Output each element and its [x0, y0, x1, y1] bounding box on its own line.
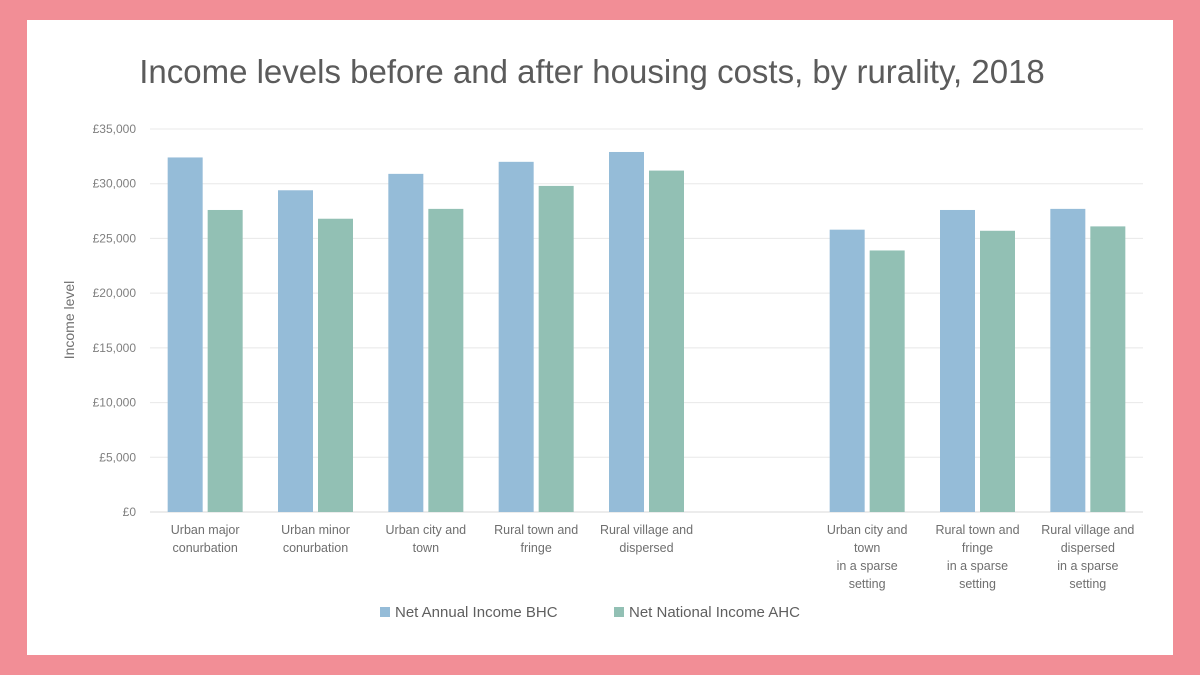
x-category-label: fringe: [962, 541, 993, 555]
bar-ahc: [649, 170, 684, 512]
x-category-label: Urban minor: [281, 523, 350, 537]
gridlines: [150, 128, 1143, 513]
legend: Net Annual Income BHC Net National Income…: [380, 604, 800, 621]
y-tick-label: £20,000: [93, 286, 137, 300]
x-category-label: in a sparse: [837, 559, 898, 573]
bar-ahc: [1090, 226, 1126, 513]
bars: [167, 151, 1126, 513]
x-category-label: dispersed: [619, 541, 673, 555]
x-axis-labels: Urban major conurbation Urban minor conurba…: [171, 523, 1135, 591]
x-category-label: setting: [959, 577, 996, 591]
y-axis-title: Income level: [61, 281, 77, 360]
x-category-label: conurbation: [283, 541, 348, 555]
bar-bhc: [609, 151, 644, 513]
bar-bhc: [388, 173, 424, 512]
x-category-label: in a sparse: [1057, 559, 1118, 573]
bar-ahc: [318, 218, 353, 512]
x-category-label: conurbation: [173, 541, 238, 555]
bar-bhc: [167, 157, 203, 513]
x-category-label: town: [854, 541, 880, 555]
bar-bhc: [1050, 208, 1086, 512]
x-category-label: town: [413, 541, 439, 555]
bar-bhc: [829, 229, 865, 512]
x-category-label: setting: [1069, 577, 1106, 591]
x-category-label: Urban major: [171, 523, 240, 537]
chart-title: Income levels before and after housing c…: [139, 53, 1045, 90]
bar-ahc: [869, 250, 905, 513]
y-tick-label: £15,000: [93, 341, 137, 355]
bar-bhc: [278, 190, 313, 512]
bar-ahc: [980, 230, 1015, 513]
bar-ahc: [538, 185, 574, 512]
legend-label: Net Annual Income BHC: [395, 604, 558, 621]
x-category-label: fringe: [521, 541, 552, 555]
y-tick-label: £25,000: [93, 231, 137, 245]
x-category-label: Rural town and: [935, 523, 1019, 537]
x-category-label: Rural town and: [494, 523, 578, 537]
legend-swatch: [380, 607, 390, 617]
x-category-label: dispersed: [1061, 541, 1115, 555]
y-axis-ticks: £0 £5,000 £10,000 £15,000 £20,000 £25,000 £30,…: [93, 122, 137, 519]
bar-ahc: [207, 209, 243, 512]
legend-label: Net National Income AHC: [629, 604, 800, 621]
y-tick-label: £30,000: [93, 177, 137, 191]
y-tick-label: £5,000: [99, 450, 136, 464]
bar-bhc: [940, 209, 975, 512]
x-category-label: Rural village and: [600, 523, 693, 537]
x-category-label: Rural village and: [1041, 523, 1134, 537]
x-category-label: Urban city and: [386, 523, 467, 537]
x-category-label: in a sparse: [947, 559, 1008, 573]
y-tick-label: £10,000: [93, 396, 137, 410]
x-category-label: Urban city and: [827, 523, 908, 537]
bar-bhc: [498, 161, 534, 513]
legend-swatch: [614, 607, 624, 617]
bar-ahc: [428, 208, 464, 512]
x-category-label: setting: [849, 577, 886, 591]
y-tick-label: £35,000: [93, 122, 137, 136]
y-tick-label: £0: [123, 505, 137, 519]
